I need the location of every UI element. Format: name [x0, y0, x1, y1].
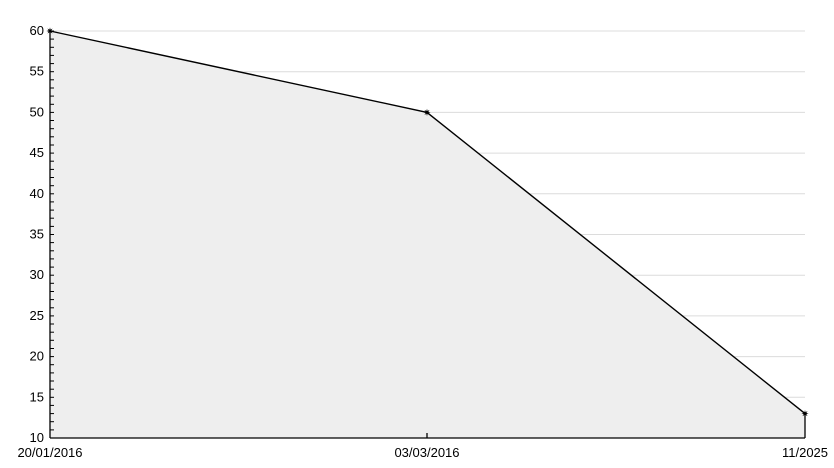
- svg-text:30: 30: [30, 267, 44, 282]
- svg-text:20: 20: [30, 349, 44, 364]
- svg-text:35: 35: [30, 227, 44, 242]
- svg-text:11/2025: 11/2025: [782, 445, 828, 460]
- svg-text:45: 45: [30, 145, 44, 160]
- svg-text:55: 55: [30, 64, 44, 79]
- svg-text:40: 40: [30, 186, 44, 201]
- svg-text:10: 10: [30, 430, 44, 445]
- svg-text:50: 50: [30, 104, 44, 119]
- svg-text:25: 25: [30, 308, 44, 323]
- svg-text:15: 15: [30, 389, 44, 404]
- svg-text:60: 60: [30, 23, 44, 38]
- svg-text:20/01/2016: 20/01/2016: [17, 445, 82, 460]
- svg-text:03/03/2016: 03/03/2016: [394, 445, 459, 460]
